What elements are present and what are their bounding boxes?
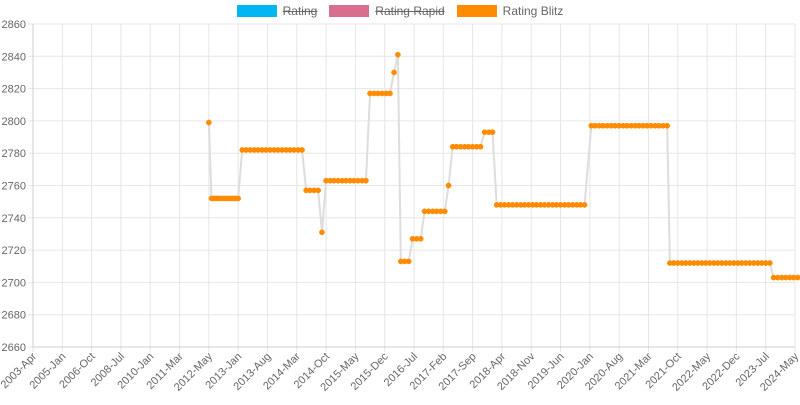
data-point [299,147,305,153]
data-point [315,187,322,194]
y-tick-label: 2780 [2,148,26,160]
data-point [417,235,424,242]
y-tick-label: 2660 [2,342,26,354]
y-tick-label: 2800 [2,116,26,128]
data-point [319,229,325,236]
y-tick-label: 2820 [2,84,26,96]
y-tick-label: 2680 [2,310,26,322]
y-tick-label: 2760 [2,181,26,193]
data-point [441,208,448,215]
data-point [445,182,452,189]
data-point [363,177,369,184]
y-tick-label: 2720 [2,245,26,257]
legend-swatch-rating-rapid [329,5,370,17]
legend-item-rating-rapid[interactable]: Rating Rapid [329,4,445,18]
legend-item-rating[interactable]: Rating [236,4,318,18]
legend-label-rating: Rating [282,4,318,18]
data-point [477,143,484,150]
y-tick-label: 2860 [2,19,26,31]
data-point [405,258,412,265]
data-point [489,129,496,136]
chart-legend: Rating Rating Rapid Rating Blitz [0,4,800,18]
legend-item-rating-blitz[interactable]: Rating Blitz [456,4,564,18]
data-point [235,195,241,202]
legend-label-rating-rapid: Rating Rapid [375,4,445,18]
data-point [391,69,397,76]
legend-label-rating-blitz: Rating Blitz [502,4,564,18]
y-tick-label: 2740 [2,213,26,225]
series-line [207,54,800,279]
data-point [766,260,773,266]
data-point [395,51,401,58]
y-tick-label: 2840 [2,51,26,63]
data-point [581,202,588,208]
data-point [387,90,393,97]
legend-swatch-rating-blitz [456,5,497,17]
data-point [664,122,671,129]
data-point [206,119,212,126]
data-point [794,274,800,281]
legend-swatch-rating [236,5,277,17]
y-tick-label: 2700 [2,277,26,289]
